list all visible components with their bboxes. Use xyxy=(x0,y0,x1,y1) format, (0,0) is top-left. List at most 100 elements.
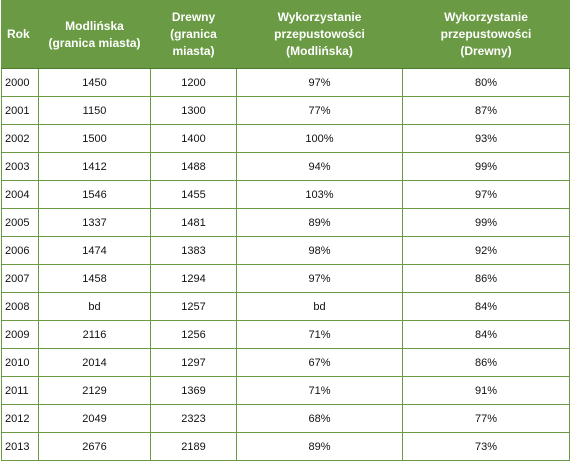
year-cell: 2007 xyxy=(1,264,39,293)
drewny-cell: 1294 xyxy=(150,264,237,293)
drewny-utilization-cell: 77% xyxy=(402,404,570,433)
drewny-utilization-cell: 93% xyxy=(402,124,570,153)
header-line: (Modlińska) xyxy=(286,44,353,58)
modlinska-cell: 1546 xyxy=(38,180,151,209)
year-cell: 2010 xyxy=(1,348,39,377)
drewny-utilization-cell: 80% xyxy=(402,68,570,97)
table-row: 2000 1450 1200 97% 80% xyxy=(1,68,570,97)
modlinska-utilization-cell: 97% xyxy=(236,264,403,293)
table-row: 2003 1412 1488 94% 99% xyxy=(1,152,570,181)
drewny-cell: 1369 xyxy=(150,376,237,405)
modlinska-utilization-cell: 97% xyxy=(236,68,403,97)
header-line: przepustowości xyxy=(274,27,365,41)
modlinska-utilization-cell: 71% xyxy=(236,320,403,349)
drewny-cell: 1455 xyxy=(150,180,237,209)
drewny-cell: 1400 xyxy=(150,124,237,153)
modlinska-cell: 2676 xyxy=(38,432,151,461)
drewny-utilization-cell: 92% xyxy=(402,236,570,265)
drewny-cell: 1300 xyxy=(150,96,237,125)
table-row: 2013 2676 2189 89% 73% xyxy=(1,432,570,461)
year-cell: 2004 xyxy=(1,180,39,209)
header-line: Modlińska xyxy=(65,18,124,33)
drewny-cell: 1297 xyxy=(150,348,237,377)
modlinska-cell: 1500 xyxy=(38,124,151,153)
year-cell: 2003 xyxy=(1,152,39,181)
table-row: 2006 1474 1383 98% 92% xyxy=(1,236,570,265)
drewny-column-header: Drewny (granica miasta) xyxy=(150,0,237,69)
drewny-cell: 1481 xyxy=(150,208,237,237)
drewny-cell: 2189 xyxy=(150,432,237,461)
modlinska-utilization-cell: bd xyxy=(236,292,403,321)
drewny-cell: 1488 xyxy=(150,152,237,181)
drewny-utilization-cell: 99% xyxy=(402,208,570,237)
modlinska-cell: 1412 xyxy=(38,152,151,181)
drewny-utilization-cell: 91% xyxy=(402,376,570,405)
header-line: (granica xyxy=(170,27,217,41)
drewny-utilization-cell: 99% xyxy=(402,152,570,181)
modlinska-cell: 2116 xyxy=(38,320,151,349)
header-line: Wykorzystanie xyxy=(277,10,362,24)
header-line: (Drewny) xyxy=(460,44,512,58)
table-header: Rok Modlińska (granica miasta) Drewny (grani… xyxy=(1,0,570,69)
modlinska-utilization-cell: 103% xyxy=(236,180,403,209)
drewny-utilization-cell: 84% xyxy=(402,292,570,321)
drewny-utilization-cell: 86% xyxy=(402,348,570,377)
modlinska-utilization-column-header: Wykorzystanie przepustowości (Modlińska) xyxy=(236,0,403,69)
year-cell: 2009 xyxy=(1,320,39,349)
year-cell: 2005 xyxy=(1,208,39,237)
modlinska-cell: 2049 xyxy=(38,404,151,433)
modlinska-utilization-cell: 77% xyxy=(236,96,403,125)
table-row: 2008 bd 1257 bd 84% xyxy=(1,292,570,321)
modlinska-utilization-cell: 68% xyxy=(236,404,403,433)
table-row: 2001 1150 1300 77% 87% xyxy=(1,96,570,125)
drewny-utilization-column-header: Wykorzystanie przepustowości (Drewny) xyxy=(402,0,570,69)
modlinska-utilization-cell: 89% xyxy=(236,432,403,461)
drewny-cell: 1257 xyxy=(150,292,237,321)
header-line: miasta) xyxy=(172,44,215,58)
year-cell: 2000 xyxy=(1,68,39,97)
table-row: 2007 1458 1294 97% 86% xyxy=(1,264,570,293)
drewny-cell: 1383 xyxy=(150,236,237,265)
table-row: 2005 1337 1481 89% 99% xyxy=(1,208,570,237)
year-cell: 2012 xyxy=(1,404,39,433)
year-column-header: Rok xyxy=(1,0,39,69)
drewny-cell: 2323 xyxy=(150,404,237,433)
year-cell: 2008 xyxy=(1,292,39,321)
year-cell: 2001 xyxy=(1,96,39,125)
table-row: 2010 2014 1297 67% 86% xyxy=(1,348,570,377)
header-line: (granica miasta) xyxy=(48,35,141,50)
table-row: 2012 2049 2323 68% 77% xyxy=(1,404,570,433)
drewny-utilization-cell: 84% xyxy=(402,320,570,349)
drewny-utilization-cell: 86% xyxy=(402,264,570,293)
modlinska-cell: 1150 xyxy=(38,96,151,125)
header-line: przepustowości xyxy=(440,27,532,41)
year-cell: 2011 xyxy=(1,376,39,405)
modlinska-cell: 2129 xyxy=(38,376,151,405)
header-line: Drewny xyxy=(171,10,216,24)
drewny-cell: 1256 xyxy=(150,320,237,349)
modlinska-cell: bd xyxy=(38,292,151,321)
modlinska-cell: 2014 xyxy=(38,348,151,377)
year-cell: 2006 xyxy=(1,236,39,265)
header-line: Wykorzystanie xyxy=(444,10,528,24)
drewny-utilization-cell: 97% xyxy=(402,180,570,209)
drewny-utilization-cell: 87% xyxy=(402,96,570,125)
year-cell: 2002 xyxy=(1,124,39,153)
modlinska-utilization-cell: 98% xyxy=(236,236,403,265)
drewny-cell: 1200 xyxy=(150,68,237,97)
modlinska-cell: 1474 xyxy=(38,236,151,265)
table-row: 2011 2129 1369 71% 91% xyxy=(1,376,570,405)
modlinska-cell: 1337 xyxy=(38,208,151,237)
modlinska-utilization-cell: 100% xyxy=(236,124,403,153)
modlinska-utilization-cell: 94% xyxy=(236,152,403,181)
table-body: 2000 1450 1200 97% 80% 2001 1150 1300 77% 87% 2002… xyxy=(1,68,570,461)
header-row: Rok Modlińska (granica miasta) Drewny (grani… xyxy=(1,0,570,69)
table-row: 2004 1546 1455 103% 97% xyxy=(1,180,570,209)
modlinska-utilization-cell: 67% xyxy=(236,348,403,377)
modlinska-cell: 1458 xyxy=(38,264,151,293)
table-row: 2002 1500 1400 100% 93% xyxy=(1,124,570,153)
modlinska-column-header: Modlińska (granica miasta) xyxy=(38,0,151,69)
year-cell: 2013 xyxy=(1,432,39,461)
modlinska-cell: 1450 xyxy=(38,68,151,97)
